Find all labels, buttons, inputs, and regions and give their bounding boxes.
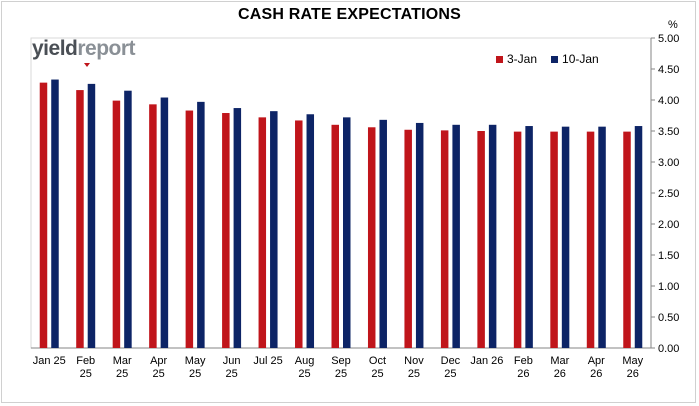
yieldreport-logo: yieldreport <box>32 37 136 60</box>
y-tick-label: 3.00 <box>658 157 679 169</box>
bar-series-2 <box>233 108 242 348</box>
bar-series-2 <box>379 119 387 348</box>
x-tick-label: Apr <box>150 355 167 367</box>
logo-marker-icon <box>84 63 90 67</box>
bar-series-2 <box>51 79 59 348</box>
legend-label-series-1: 3-Jan <box>507 52 538 66</box>
chart-legend: 3-Jan 10-Jan <box>496 52 599 66</box>
bar-series-2 <box>598 126 606 348</box>
logo-text-yield: yield <box>32 37 78 60</box>
y-tick-label: 0.00 <box>658 343 679 355</box>
bar-series-1 <box>331 124 339 348</box>
x-tick-label: Nov <box>404 355 424 367</box>
y-tick-label: 0.50 <box>658 312 679 324</box>
logo-text-report: report <box>77 37 136 60</box>
y-axis-unit-label: % <box>668 19 678 31</box>
y-tick-label: 2.50 <box>658 188 679 200</box>
x-tick-label: Dec <box>441 355 461 367</box>
legend-swatch-series-1 <box>496 55 503 63</box>
x-tick-label: 25 <box>371 368 383 380</box>
x-tick-label: 25 <box>444 368 456 380</box>
x-tick-label: 25 <box>189 368 201 380</box>
bar-series-1 <box>39 82 48 348</box>
x-tick-label: Aug <box>295 355 315 367</box>
x-tick-label: 26 <box>554 368 566 380</box>
x-tick-label: May <box>622 355 643 367</box>
bar-series-2 <box>87 83 96 348</box>
bar-series-1 <box>440 130 449 348</box>
y-tick-label: 1.00 <box>658 281 679 293</box>
plot-area <box>30 37 652 349</box>
bar-series-2 <box>561 126 570 348</box>
bar-series-1 <box>367 127 376 348</box>
legend-label-series-2: 10-Jan <box>562 52 599 66</box>
bar-series-1 <box>586 131 595 348</box>
y-tick-label: 1.50 <box>658 250 679 262</box>
x-tick-label: 26 <box>517 368 529 380</box>
bar-series-1 <box>513 131 522 348</box>
bar-series-2 <box>415 122 424 348</box>
x-tick-label: 25 <box>116 368 128 380</box>
bar-series-1 <box>222 113 230 349</box>
x-tick-label: 25 <box>80 368 92 380</box>
x-tick-label: May <box>185 355 206 367</box>
bar-series-2 <box>488 124 497 348</box>
x-tick-label: Mar <box>113 355 132 367</box>
y-tick-label: 2.00 <box>658 219 679 231</box>
bar-series-2 <box>634 126 643 348</box>
legend-swatch-series-2 <box>551 55 559 63</box>
x-tick-label: Feb <box>76 355 95 367</box>
legend-item-series-1: 3-Jan <box>496 52 537 66</box>
bar-series-2 <box>452 124 460 348</box>
y-tick-label: 4.00 <box>658 95 679 107</box>
bar-series-2 <box>160 97 169 349</box>
x-tick-label: 26 <box>590 368 602 380</box>
bar-series-1 <box>404 129 412 348</box>
x-tick-label: 25 <box>153 368 165 380</box>
bar-series-2 <box>197 101 205 348</box>
x-tick-label: Jun <box>223 355 241 367</box>
bar-series-1 <box>76 90 84 348</box>
x-tick-label: Sep <box>331 355 351 367</box>
bar-series-1 <box>149 104 157 348</box>
x-tick-label: 25 <box>335 368 347 380</box>
x-tick-label: 26 <box>627 368 639 380</box>
x-tick-label: 25 <box>408 368 420 380</box>
bar-series-1 <box>295 120 303 349</box>
chart-title: CASH RATE EXPECTATIONS <box>237 6 462 23</box>
bar-series-2 <box>124 90 132 348</box>
x-tick-label: Feb <box>514 355 533 367</box>
x-tick-label: Jul 25 <box>253 355 282 367</box>
x-tick-label: Oct <box>369 355 386 367</box>
legend-item-series-2: 10-Jan <box>551 52 599 66</box>
bar-series-2 <box>270 111 278 348</box>
y-tick-label: 5.00 <box>658 33 679 45</box>
y-tick-label: 3.50 <box>658 126 679 138</box>
x-tick-label: Jan 25 <box>33 355 66 367</box>
bar-series-1 <box>550 131 558 348</box>
bar-series-1 <box>477 131 485 348</box>
x-tick-label: Jan 26 <box>470 355 503 367</box>
bar-series-2 <box>343 117 351 348</box>
x-tick-label: 25 <box>298 368 310 380</box>
x-tick-label: Apr <box>588 355 605 367</box>
x-tick-label: 25 <box>225 368 237 380</box>
bar-series-1 <box>112 100 121 349</box>
x-tick-label: Mar <box>550 355 569 367</box>
bar-series-2 <box>306 114 315 348</box>
bar-series-1 <box>185 110 194 348</box>
y-tick-label: 4.50 <box>658 64 679 76</box>
bar-series-1 <box>258 117 267 348</box>
bar-series-2 <box>525 126 533 348</box>
bar-series-1 <box>623 131 631 348</box>
